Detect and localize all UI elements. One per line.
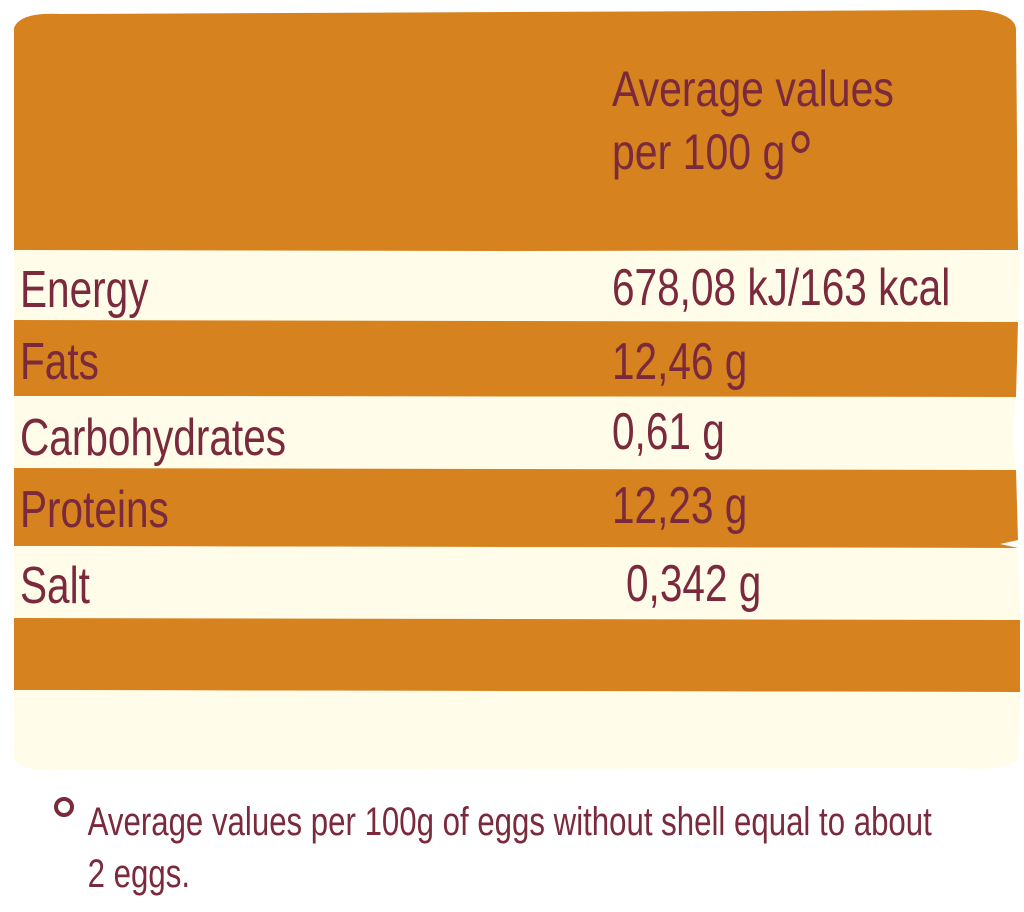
footnote-line-2: 2 eggs. [87, 852, 190, 896]
row-label-salt: Salt [20, 557, 90, 615]
row-label-energy: Energy [20, 261, 149, 319]
band-fats [14, 320, 1018, 397]
row-value-energy: 678,08 kJ/163 kcal [612, 259, 951, 317]
band-energy [14, 250, 1020, 322]
footnote: Average values per 100g of eggs without … [58, 796, 932, 900]
band-bottom-orange [14, 618, 1020, 692]
row-value-salt: 0,342 g [626, 555, 762, 613]
row-value-proteins: 12,23 g [612, 477, 748, 535]
band-proteins [14, 468, 1018, 548]
degree-circle-icon [791, 131, 810, 153]
footnote-line-1: Average values per 100g of eggs without … [87, 800, 932, 844]
band-salt [14, 546, 1020, 620]
row-label-carbohydrates: Carbohydrates [20, 409, 287, 467]
column-header: Average values per 100 g [612, 58, 894, 184]
row-label-proteins: Proteins [20, 481, 169, 539]
band-carbohydrates [14, 396, 1016, 470]
column-header-line-2: per 100 g [612, 124, 786, 180]
row-label-fats: Fats [20, 333, 99, 391]
row-value-carbohydrates: 0,61 g [612, 403, 725, 461]
row-value-fats: 12,46 g [612, 333, 748, 391]
column-header-line-1: Average values [612, 61, 894, 117]
footnote-marker-icon [54, 797, 74, 817]
header-band [14, 10, 1018, 252]
band-bottom-cream [14, 690, 1020, 771]
